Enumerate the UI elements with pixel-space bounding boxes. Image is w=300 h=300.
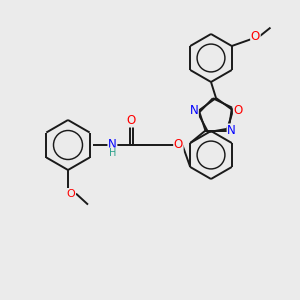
Text: N: N xyxy=(190,104,198,117)
Text: N: N xyxy=(227,124,236,137)
Text: O: O xyxy=(251,30,260,43)
Text: O: O xyxy=(233,104,243,117)
Text: O: O xyxy=(127,114,136,127)
Text: N: N xyxy=(108,137,117,151)
Text: H: H xyxy=(109,148,116,158)
Text: O: O xyxy=(67,189,75,199)
Text: O: O xyxy=(174,139,183,152)
